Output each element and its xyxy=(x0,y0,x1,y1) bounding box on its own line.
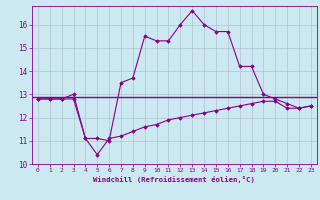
X-axis label: Windchill (Refroidissement éolien,°C): Windchill (Refroidissement éolien,°C) xyxy=(93,176,255,183)
